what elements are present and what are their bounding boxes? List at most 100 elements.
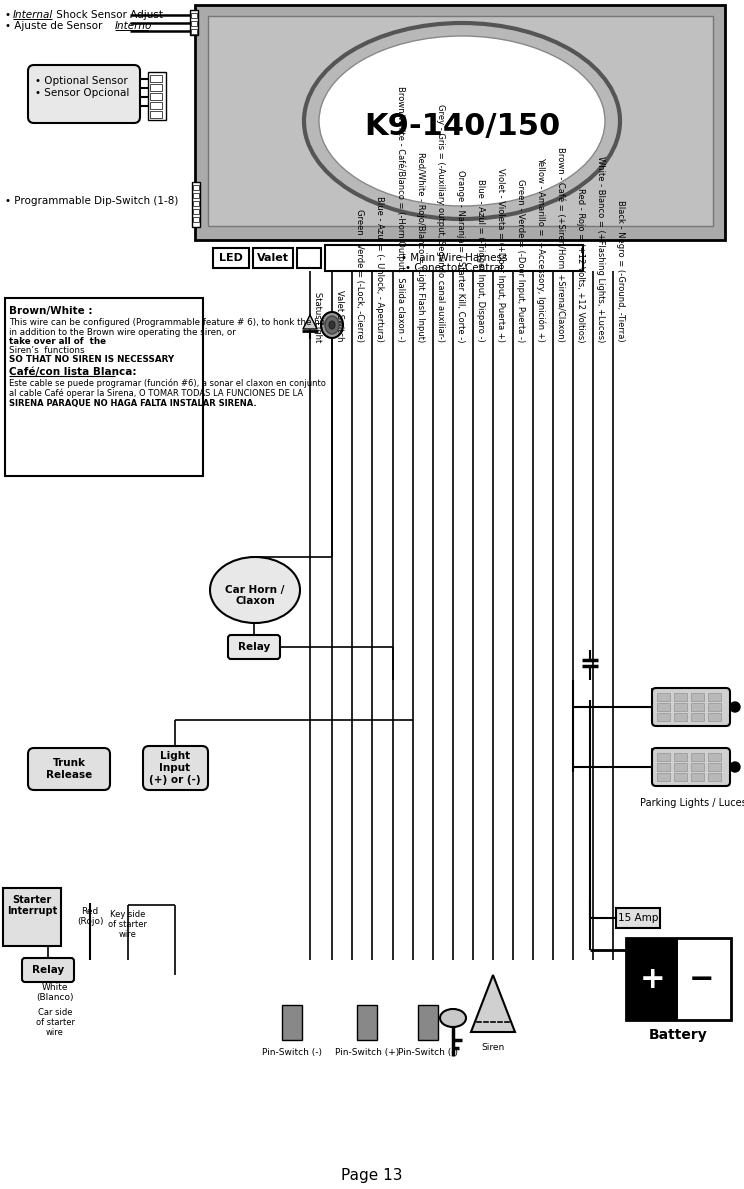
Text: Blue - Azul = (-Trigger Input, Disparo -): Blue - Azul = (-Trigger Input, Disparo -… <box>476 180 485 342</box>
Bar <box>282 1005 302 1040</box>
Text: Green - Verde = (-Lock, -Cierre): Green - Verde = (-Lock, -Cierre) <box>355 209 364 342</box>
Text: •: • <box>5 10 14 20</box>
Bar <box>674 703 687 711</box>
Ellipse shape <box>210 556 300 623</box>
Text: Relay: Relay <box>32 965 64 975</box>
Bar <box>691 763 704 770</box>
Ellipse shape <box>304 23 620 219</box>
Text: This wire can be configured (Programmable feature # 6), to honk the horn: This wire can be configured (Programmabl… <box>9 317 334 327</box>
Bar <box>148 73 166 120</box>
FancyBboxPatch shape <box>28 65 140 122</box>
FancyBboxPatch shape <box>143 746 208 789</box>
Bar <box>674 713 687 721</box>
Bar <box>691 753 704 761</box>
Text: take over all of  the: take over all of the <box>9 336 106 346</box>
Text: Black - Negro = (-Ground, -Tierra): Black - Negro = (-Ground, -Tierra) <box>616 201 625 342</box>
Text: Car side: Car side <box>38 1008 72 1017</box>
Bar <box>192 182 200 227</box>
Bar <box>708 703 721 711</box>
Text: in addition to the Brown wire operating the siren, or: in addition to the Brown wire operating … <box>9 328 239 336</box>
Text: Relay: Relay <box>238 642 270 652</box>
Text: wire: wire <box>119 930 137 939</box>
Text: Interno: Interno <box>115 21 153 31</box>
Bar <box>657 703 670 711</box>
Text: 15 Amp: 15 Amp <box>618 913 658 923</box>
Bar <box>657 763 670 770</box>
Bar <box>195 5 725 240</box>
Bar <box>357 1005 377 1040</box>
Bar <box>708 713 721 721</box>
Text: Siren: Siren <box>481 1043 504 1052</box>
Text: Battery: Battery <box>649 1028 708 1042</box>
Text: Page 13: Page 13 <box>341 1168 403 1183</box>
Text: Brown/White - Café/Blanco = (-Horn Output,  Salida claxon -): Brown/White - Café/Blanco = (-Horn Outpu… <box>396 86 405 342</box>
Polygon shape <box>303 315 317 329</box>
Bar <box>191 29 197 34</box>
Bar <box>657 753 670 761</box>
Text: +: + <box>640 964 666 994</box>
Text: LED: LED <box>219 253 243 263</box>
Text: Yellow - Amarillo = (+Accessory, Ignición +): Yellow - Amarillo = (+Accessory, Ignició… <box>536 157 545 342</box>
Text: Café/con lista Blanca:: Café/con lista Blanca: <box>9 367 136 377</box>
Text: Pin-Switch (-): Pin-Switch (-) <box>398 1048 458 1057</box>
Ellipse shape <box>321 312 343 338</box>
Bar <box>5 298 203 476</box>
Bar <box>193 193 199 199</box>
Text: Interrupt: Interrupt <box>7 906 57 916</box>
Bar <box>3 888 61 946</box>
Bar <box>208 15 713 226</box>
Text: Blue - Azul = (- Unlock, - Apertura): Blue - Azul = (- Unlock, - Apertura) <box>375 196 384 342</box>
FancyBboxPatch shape <box>652 688 730 726</box>
Text: Red - Rojo = (+12 Volts, +12 Voltios): Red - Rojo = (+12 Volts, +12 Voltios) <box>576 188 585 342</box>
Text: Brown - Café = (+Siren/Horn, +Sirena/Claxon): Brown - Café = (+Siren/Horn, +Sirena/Cla… <box>556 147 565 342</box>
Text: of starter: of starter <box>36 1018 74 1027</box>
Bar <box>708 773 721 781</box>
Bar <box>191 13 197 18</box>
Text: Internal: Internal <box>13 10 54 20</box>
Text: Orange - Naranja = (-Starter Kill, Corte -): Orange - Naranja = (-Starter Kill, Corte… <box>456 170 465 342</box>
Bar <box>253 249 293 268</box>
Bar <box>708 753 721 761</box>
Text: White - Blanco = (+Flashing Lights, +Luces): White - Blanco = (+Flashing Lights, +Luc… <box>596 156 605 342</box>
Bar <box>193 201 199 206</box>
Bar <box>193 209 199 214</box>
Text: Starter: Starter <box>13 895 51 905</box>
Bar <box>191 21 197 26</box>
Bar <box>708 763 721 770</box>
Bar <box>626 938 731 1020</box>
Bar <box>691 703 704 711</box>
Text: • Conector Central: • Conector Central <box>405 263 503 273</box>
Bar <box>691 713 704 721</box>
Text: Siren’s  functions: Siren’s functions <box>9 346 87 356</box>
Text: Red: Red <box>81 907 99 916</box>
Bar <box>691 773 704 781</box>
Bar <box>708 693 721 702</box>
Text: • Optional Sensor: • Optional Sensor <box>35 76 128 86</box>
Circle shape <box>730 762 740 772</box>
Text: K9-140/150: K9-140/150 <box>364 113 560 141</box>
Text: SIRENA PARAQUE NO HAGA FALTA INSTALAR SIRENA.: SIRENA PARAQUE NO HAGA FALTA INSTALAR SI… <box>9 400 257 408</box>
Bar <box>150 93 162 100</box>
Text: Red/White - Rojo/Blanco = (Light Flash Input): Red/White - Rojo/Blanco = (Light Flash I… <box>416 152 425 342</box>
Text: (Rojo): (Rojo) <box>77 917 103 926</box>
Text: wire: wire <box>46 1028 64 1037</box>
Bar <box>325 245 583 271</box>
Text: Pin-Switch (-): Pin-Switch (-) <box>262 1048 322 1057</box>
FancyBboxPatch shape <box>28 748 110 789</box>
Text: Parking Lights / Luces: Parking Lights / Luces <box>640 798 744 809</box>
Bar <box>616 908 660 927</box>
Text: • Main Wire Harness: • Main Wire Harness <box>401 253 507 263</box>
Text: al cable Café operar la Sirena, O TOMAR TODAS LA FUNCIONES DE LA: al cable Café operar la Sirena, O TOMAR … <box>9 389 303 398</box>
Bar <box>674 773 687 781</box>
FancyBboxPatch shape <box>228 635 280 659</box>
Bar <box>674 693 687 702</box>
Text: Shock Sensor Adjust: Shock Sensor Adjust <box>53 10 163 20</box>
Bar <box>657 713 670 721</box>
Text: Status Light: Status Light <box>313 291 322 342</box>
Bar <box>674 763 687 770</box>
Text: Valet Switch: Valet Switch <box>335 290 344 342</box>
Bar <box>150 111 162 118</box>
Ellipse shape <box>319 36 605 206</box>
Text: Green - Verde = (-Door Input, Puerta -): Green - Verde = (-Door Input, Puerta -) <box>516 178 525 342</box>
Text: Grey - Gris = (-Auxiliary output, Segundo canal auxiliar-): Grey - Gris = (-Auxiliary output, Segund… <box>436 103 445 342</box>
